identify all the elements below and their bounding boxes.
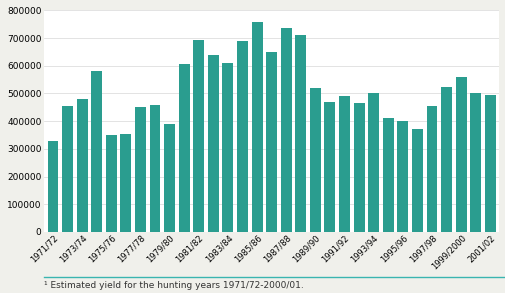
Bar: [396, 121, 408, 232]
Bar: [62, 106, 73, 232]
Bar: [208, 55, 218, 232]
Bar: [91, 71, 102, 232]
Bar: [135, 107, 145, 232]
Bar: [164, 124, 175, 232]
Bar: [120, 134, 131, 232]
Bar: [440, 86, 451, 232]
Bar: [353, 103, 364, 232]
Bar: [338, 96, 349, 232]
Bar: [149, 105, 160, 232]
Bar: [76, 99, 87, 232]
Bar: [193, 40, 204, 232]
Bar: [324, 102, 335, 232]
Bar: [222, 63, 233, 232]
Text: ¹ Estimated yield for the hunting years 1971/72-2000/01.: ¹ Estimated yield for the hunting years …: [44, 281, 304, 290]
Bar: [484, 95, 495, 232]
Bar: [368, 93, 378, 232]
Bar: [455, 77, 466, 232]
Bar: [266, 52, 277, 232]
Bar: [178, 64, 189, 232]
Bar: [382, 118, 393, 232]
Bar: [280, 28, 291, 232]
Bar: [426, 106, 437, 232]
Bar: [295, 35, 306, 232]
Bar: [251, 21, 262, 232]
Bar: [47, 141, 58, 232]
Bar: [106, 135, 117, 232]
Bar: [309, 88, 320, 232]
Bar: [411, 130, 422, 232]
Bar: [236, 41, 247, 232]
Bar: [469, 93, 480, 232]
